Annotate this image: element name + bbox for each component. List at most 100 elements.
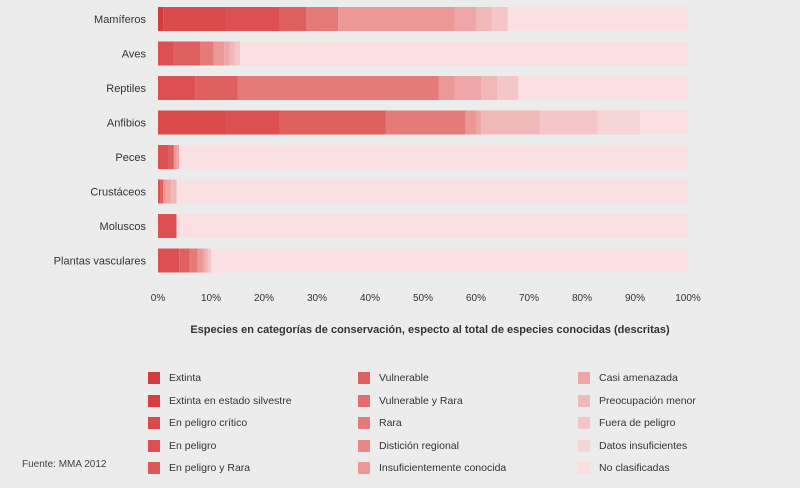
bar-segment [438,76,455,100]
bar-segment [195,76,238,100]
bar-segment [200,41,214,66]
bar-segment [158,41,174,66]
category-label: Crustáceos [90,187,146,199]
bar-segment [454,7,476,31]
bar-segment [197,248,204,273]
category-label: Anfibios [107,118,147,130]
legend-swatch [578,417,590,429]
bar-segment [163,179,166,204]
category-label: Moluscos [100,221,147,233]
bar-segment [507,7,688,31]
bar-segment [176,145,180,169]
bar-segment [160,179,164,204]
x-tick-label: 70% [519,293,539,304]
legend-label: Insuficientemente conocida [379,462,507,474]
legend-item: Extinta en estado silvestre [148,394,292,407]
bar-segment [158,248,180,273]
bar-segment [158,76,196,100]
bar-segment [240,41,688,66]
bar-segment [518,76,688,100]
legend-label: Preocupación menor [599,394,696,407]
legend-label: Extinta [169,372,202,384]
legend-swatch [148,372,160,384]
x-tick-label: 30% [307,293,327,304]
bar-segment [203,248,206,273]
legend-item: No clasificadas [578,462,670,474]
bar-segment [226,7,280,31]
bar-segment [465,110,476,135]
x-tick-label: 0% [151,293,166,304]
legend-swatch [578,462,590,474]
legend-item: Datos insuficientes [578,439,687,452]
bar-segment [158,7,164,31]
legend-swatch [358,462,370,474]
legend-swatch [148,417,160,429]
legend-swatch [358,372,370,384]
bar-segment [476,7,492,31]
legend-label: Vulnerable [379,372,429,384]
source-note: Fuente: MMA 2012 [22,459,107,470]
bar-segment [481,110,540,135]
legend-swatch [578,372,590,384]
bar-segment [176,179,689,204]
bar-segment [497,76,519,100]
bar-segment [234,41,241,66]
legend-item: Preocupación menor [578,394,696,407]
bar-segment [179,248,190,273]
legend: Extinta Extinta en estado silvestre En pel… [148,372,748,482]
bar-segment [158,110,227,135]
bar-segment [279,110,386,135]
legend-item: Vulnerable [358,372,429,384]
x-tick-label: 10% [201,293,221,304]
legend-label: Extinta en estado silvestre [169,394,292,407]
legend-item: Fuera de peligro [578,417,675,429]
legend-swatch [148,394,160,407]
legend-label: Vulnerable y Rara [379,394,463,407]
bar-segment [171,179,177,204]
legend-label: Rara [379,417,402,429]
legend-item: En peligro y Rara [148,462,250,474]
legend-label: No clasificadas [599,462,670,474]
bar-segment [640,110,688,135]
legend-swatch [358,394,370,407]
x-axis-title: Especies en categorías de conservación, … [190,324,670,336]
bar-segment [454,76,482,100]
bar-segment [158,179,161,204]
legend-swatch [358,439,370,452]
legend-label: Casi amenazada [599,372,678,384]
bar-segment [158,145,169,169]
bar-segment [173,41,201,66]
legend-item: Rara [358,417,402,429]
x-tick-label: 80% [572,293,592,304]
bar-segment [213,41,225,66]
legend-item: Insuficientemente conocida [358,462,506,474]
bar-segment [189,248,198,273]
bar-segment [173,145,177,169]
category-label: Aves [122,49,147,61]
bar-segment [179,145,688,169]
x-tick-label: 20% [254,293,274,304]
bar-segment [224,41,230,66]
bar-segment [597,110,641,135]
legend-item: En peligro [148,439,217,452]
legend-item: Distición regional [358,439,459,452]
bar-segment [237,76,439,100]
category-label: Mamíferos [94,14,146,26]
legend-item: En peligro crítico [148,417,247,429]
category-label: Reptiles [106,83,146,95]
legend-label: Distición regional [379,439,459,452]
bar-segment [229,41,235,66]
legend-label: En peligro [169,439,217,452]
legend-label: En peligro y Rara [169,462,251,474]
bar-segment [385,110,466,135]
legend-swatch [578,394,590,407]
legend-label: En peligro crítico [169,417,248,429]
legend-item: Casi amenazada [578,372,678,384]
x-tick-label: 90% [625,293,645,304]
legend-item: Vulnerable y Rara [358,394,463,407]
category-label: Peces [115,152,146,164]
legend-label: Fuera de peligro [599,417,676,429]
legend-swatch [578,439,590,452]
bar-segment [476,110,482,135]
